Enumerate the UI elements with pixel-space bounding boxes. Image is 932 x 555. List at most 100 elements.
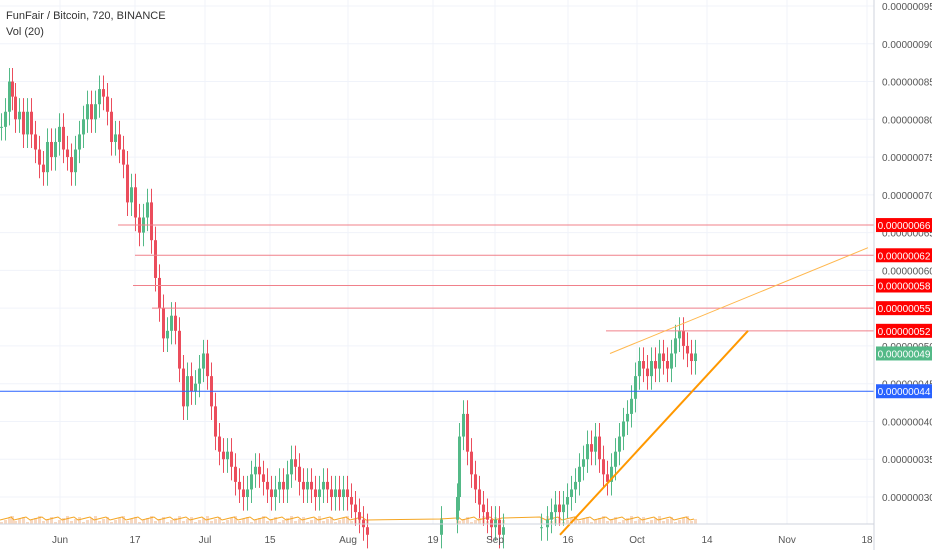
candle-body	[346, 489, 349, 497]
candle-body	[174, 315, 177, 331]
volume-bar	[58, 520, 61, 524]
price-label-box	[876, 323, 932, 338]
candle-body	[358, 512, 361, 520]
volume-bar	[270, 519, 273, 524]
volume-bar	[114, 520, 117, 524]
volume-bar	[146, 518, 149, 524]
candle-body	[362, 519, 365, 528]
volume-bar	[290, 516, 293, 524]
candle-body	[282, 481, 285, 490]
candle-body	[30, 111, 33, 135]
volume-bar	[590, 522, 593, 524]
y-tick-label: 0.00000060	[882, 266, 932, 277]
candle-body	[222, 451, 225, 460]
volume-bar	[190, 517, 193, 524]
candle-body	[238, 481, 241, 490]
candle-body	[658, 353, 661, 369]
volume-bar	[350, 521, 353, 524]
volume-bar	[598, 518, 601, 524]
candle-body	[50, 141, 53, 158]
volume-bar	[86, 520, 89, 524]
price-label: 0.00000062	[878, 251, 931, 262]
candle-body	[90, 104, 93, 120]
candle-body	[678, 330, 681, 339]
candle-body	[190, 376, 193, 392]
candle-body	[622, 421, 625, 437]
candle-body	[650, 361, 653, 377]
candle-body	[338, 489, 341, 497]
candle-body	[106, 96, 109, 112]
volume-bar	[686, 516, 689, 524]
volume-bar	[226, 520, 229, 524]
candle-body	[126, 164, 129, 203]
support-trendline	[559, 330, 749, 536]
candle-body	[458, 436, 461, 497]
volume-bar	[74, 519, 77, 524]
candle-body	[14, 96, 17, 120]
volume-bar	[202, 518, 205, 524]
candle-body	[98, 89, 101, 105]
volume-bar	[30, 520, 33, 524]
candle-body	[166, 330, 169, 339]
volume-bar	[46, 519, 49, 524]
volume-bar	[586, 517, 589, 524]
volume-bar	[262, 516, 265, 524]
price-label-box	[876, 301, 932, 316]
candle-body	[150, 202, 153, 241]
candle-body	[494, 519, 497, 528]
candle-body	[646, 368, 649, 377]
volume-bar	[22, 517, 25, 524]
volume-bar	[594, 520, 597, 524]
volume-bar	[654, 518, 657, 524]
candle-body	[502, 527, 505, 535]
candle-body	[298, 466, 301, 482]
price-label: 0.00000055	[878, 304, 931, 315]
volume-bar	[662, 521, 665, 524]
candle-body	[634, 376, 637, 399]
candle-body	[158, 277, 161, 309]
candle-body	[326, 481, 329, 490]
x-tick-label: Jun	[52, 535, 68, 546]
candle-body	[11, 81, 14, 97]
symbol-legend[interactable]: FunFair / Bitcoin, 720, BINANCE	[6, 10, 166, 22]
volume-bar	[622, 520, 625, 524]
candle-body	[4, 111, 7, 127]
candle-body	[540, 527, 543, 529]
volume-bar	[14, 521, 17, 524]
candle-body	[606, 474, 609, 482]
price-label-box	[876, 278, 932, 293]
candle-body	[250, 474, 253, 490]
candle-body	[86, 104, 89, 120]
candle-body	[466, 413, 469, 452]
volume-bar	[338, 520, 341, 524]
candle-body	[482, 504, 485, 513]
volume-bar	[462, 519, 465, 524]
candle-body	[330, 489, 333, 497]
volume-bar	[310, 520, 313, 524]
candle-body	[610, 466, 613, 482]
volume-bar	[138, 522, 141, 524]
volume-bar	[54, 522, 57, 524]
candle-body	[690, 353, 693, 362]
volume-bar	[346, 516, 349, 524]
trendlines	[559, 247, 869, 536]
volume-bar	[306, 522, 309, 524]
price-label-box	[876, 248, 932, 263]
volume-bar	[326, 519, 329, 524]
candle-body	[182, 368, 185, 407]
candle-body	[58, 126, 61, 142]
candle-body	[470, 451, 473, 475]
volume-bar	[474, 520, 477, 524]
candle-body	[26, 111, 29, 135]
volume-bar	[642, 517, 645, 524]
volume-legend[interactable]: Vol (20)	[6, 26, 44, 38]
candle-body	[498, 519, 501, 535]
volume-bar	[282, 520, 285, 524]
candle-body	[274, 489, 277, 497]
volume-bar	[298, 519, 301, 524]
volume-bar	[198, 520, 201, 524]
candle-body	[674, 338, 677, 354]
volume-bar	[678, 520, 681, 524]
